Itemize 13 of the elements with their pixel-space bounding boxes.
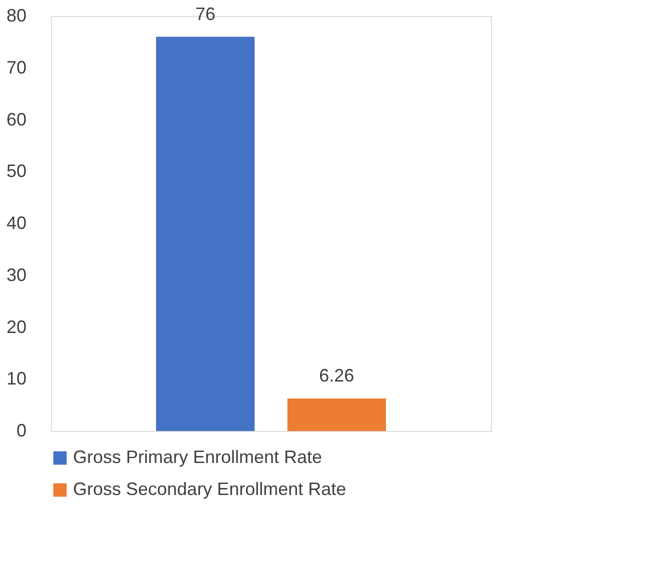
data-label: 76 — [195, 4, 216, 24]
legend-label: Gross Secondary Enrollment Rate — [73, 479, 346, 499]
y-tick-label: 60 — [6, 109, 26, 130]
y-tick-label: 20 — [6, 316, 26, 337]
y-tick-label: 0 — [16, 420, 26, 440]
y-tick-label: 80 — [6, 6, 26, 26]
y-tick-label: 10 — [6, 368, 26, 389]
y-tick-label: 30 — [6, 264, 26, 285]
y-tick-label: 70 — [6, 57, 26, 78]
y-tick-label: 40 — [6, 213, 26, 233]
y-tick-label: 50 — [6, 161, 26, 182]
data-label: 6.26 — [319, 366, 354, 386]
legend-label: Gross Primary Enrollment Rate — [73, 447, 322, 467]
